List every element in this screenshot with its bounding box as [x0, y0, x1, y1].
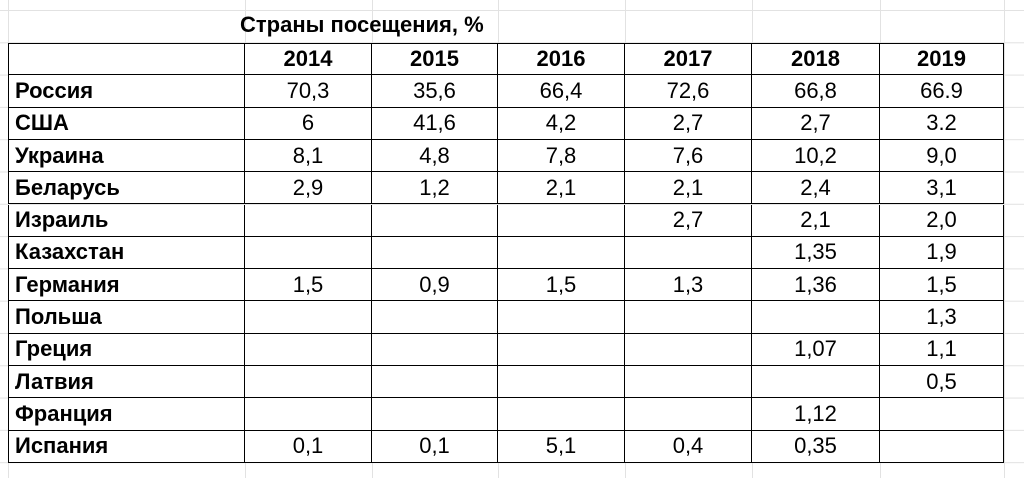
value-cell: [245, 204, 372, 237]
value-cell: 2,9: [245, 172, 372, 205]
value-cell: 0,35: [752, 430, 880, 463]
value-cell: [625, 366, 752, 399]
value-cell: 5,1: [498, 430, 625, 463]
row-label: Испания: [8, 430, 245, 463]
value-cell: 4,8: [372, 139, 498, 173]
row-label: Россия: [8, 75, 245, 108]
row-label: Беларусь: [8, 172, 245, 205]
value-cell: 8,1: [245, 139, 372, 173]
value-cell: 1,3: [625, 269, 752, 302]
row-label: Германия: [8, 269, 245, 302]
value-cell: 2,1: [625, 172, 752, 205]
value-cell: [372, 301, 498, 334]
value-cell: 2,4: [752, 172, 880, 205]
row-label: США: [8, 107, 245, 140]
header-cell: 2017: [625, 43, 752, 76]
value-cell: 2,1: [498, 172, 625, 205]
value-cell: [372, 236, 498, 270]
value-cell: [498, 333, 625, 366]
value-cell: [245, 236, 372, 270]
value-cell: 7,6: [625, 139, 752, 173]
value-cell: [625, 398, 752, 431]
value-cell: [245, 366, 372, 399]
value-cell: 72,6: [625, 75, 752, 108]
value-cell: [498, 398, 625, 431]
value-cell: 1,9: [880, 236, 1004, 270]
value-cell: 70,3: [245, 75, 372, 108]
row-label: Израиль: [8, 204, 245, 237]
value-cell: [752, 366, 880, 399]
value-cell: 2,7: [625, 204, 752, 237]
header-cell: 2019: [880, 43, 1004, 76]
header-cell: 2015: [372, 43, 498, 76]
value-cell: 66.9: [880, 75, 1004, 108]
value-cell: 1,1: [880, 333, 1004, 366]
value-cell: 3.2: [880, 107, 1004, 140]
value-cell: [372, 333, 498, 366]
value-cell: [625, 236, 752, 270]
table-title: Страны посещения, %: [240, 12, 484, 37]
value-cell: 1,5: [498, 269, 625, 302]
value-cell: 41,6: [372, 107, 498, 140]
row-label: Польша: [8, 301, 245, 334]
value-cell: [498, 301, 625, 334]
value-cell: 3,1: [880, 172, 1004, 205]
value-cell: 9,0: [880, 139, 1004, 173]
value-cell: 7,8: [498, 139, 625, 173]
row-label: Греция: [8, 333, 245, 366]
value-cell: [245, 301, 372, 334]
value-cell: 1,36: [752, 269, 880, 302]
header-cell: 2018: [752, 43, 880, 76]
value-cell: 10,2: [752, 139, 880, 173]
value-cell: 2,0: [880, 204, 1004, 237]
value-cell: 0,5: [880, 366, 1004, 399]
value-cell: [245, 333, 372, 366]
value-cell: 1,3: [880, 301, 1004, 334]
value-cell: [625, 301, 752, 334]
value-cell: 1,2: [372, 172, 498, 205]
value-cell: [498, 366, 625, 399]
value-cell: [372, 204, 498, 237]
value-cell: 66,4: [498, 75, 625, 108]
value-cell: [625, 333, 752, 366]
value-cell: 2,7: [625, 107, 752, 140]
value-cell: [498, 204, 625, 237]
value-cell: 35,6: [372, 75, 498, 108]
value-cell: 2,7: [752, 107, 880, 140]
sheet-gridline: [1004, 0, 1005, 478]
row-label: Украина: [8, 139, 245, 173]
value-cell: 6: [245, 107, 372, 140]
value-cell: [498, 236, 625, 270]
value-cell: 0,1: [245, 430, 372, 463]
value-cell: 1,07: [752, 333, 880, 366]
value-cell: 2,1: [752, 204, 880, 237]
row-label: Латвия: [8, 366, 245, 399]
value-cell: 4,2: [498, 107, 625, 140]
value-cell: [245, 398, 372, 431]
value-cell: [880, 430, 1004, 463]
header-cell: 2014: [245, 43, 372, 76]
value-cell: 1,5: [880, 269, 1004, 302]
value-cell: 1,12: [752, 398, 880, 431]
value-cell: [752, 301, 880, 334]
value-cell: [880, 398, 1004, 431]
row-label: Казахстан: [8, 236, 245, 270]
header-cell: [8, 43, 245, 76]
value-cell: [372, 366, 498, 399]
value-cell: 0,1: [372, 430, 498, 463]
value-cell: 1,5: [245, 269, 372, 302]
value-cell: 0,4: [625, 430, 752, 463]
value-cell: 66,8: [752, 75, 880, 108]
value-cell: 1,35: [752, 236, 880, 270]
value-cell: 0,9: [372, 269, 498, 302]
value-cell: [372, 398, 498, 431]
row-label: Франция: [8, 398, 245, 431]
header-cell: 2016: [498, 43, 625, 76]
